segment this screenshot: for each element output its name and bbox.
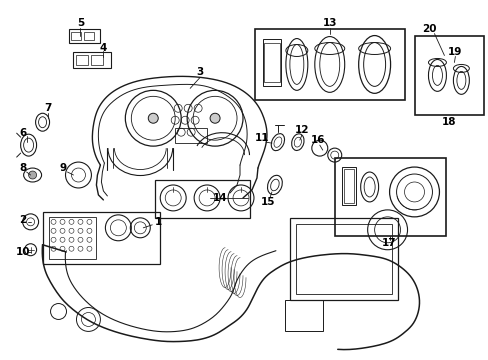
Text: 10: 10	[15, 247, 30, 257]
Bar	[73, 53, 111, 68]
Bar	[334, 158, 446, 236]
Text: 11: 11	[254, 133, 269, 143]
Bar	[71, 32, 81, 40]
Bar	[76, 55, 88, 66]
Circle shape	[148, 113, 158, 123]
Text: 2: 2	[19, 215, 26, 225]
Text: 5: 5	[77, 18, 84, 28]
Text: 1: 1	[154, 217, 162, 227]
Bar	[343, 169, 353, 203]
Text: 14: 14	[212, 193, 227, 203]
Bar	[91, 55, 103, 66]
Text: 7: 7	[44, 103, 51, 113]
Text: 20: 20	[421, 24, 436, 33]
Circle shape	[210, 113, 220, 123]
Text: 9: 9	[60, 163, 67, 173]
Bar	[264, 42, 279, 82]
Text: 12: 12	[294, 125, 308, 135]
Text: 19: 19	[447, 48, 462, 58]
Bar	[84, 32, 94, 40]
Text: 13: 13	[322, 18, 336, 28]
Bar	[285, 300, 322, 332]
Text: 17: 17	[382, 238, 396, 248]
Text: 15: 15	[260, 197, 275, 207]
Bar	[175, 128, 207, 143]
Bar	[295, 224, 391, 293]
Text: 8: 8	[19, 163, 26, 173]
Text: 6: 6	[19, 128, 26, 138]
Bar	[42, 212, 160, 264]
Text: 4: 4	[100, 42, 107, 53]
Text: 3: 3	[196, 67, 203, 77]
Bar	[414, 36, 483, 115]
Bar	[68, 28, 100, 42]
Bar	[254, 28, 404, 100]
Bar	[289, 218, 397, 300]
Text: 16: 16	[310, 135, 325, 145]
Bar	[48, 217, 96, 259]
Bar	[155, 180, 249, 218]
Circle shape	[29, 171, 37, 179]
Text: 18: 18	[441, 117, 456, 127]
Bar	[341, 167, 355, 205]
Bar	[263, 39, 280, 86]
